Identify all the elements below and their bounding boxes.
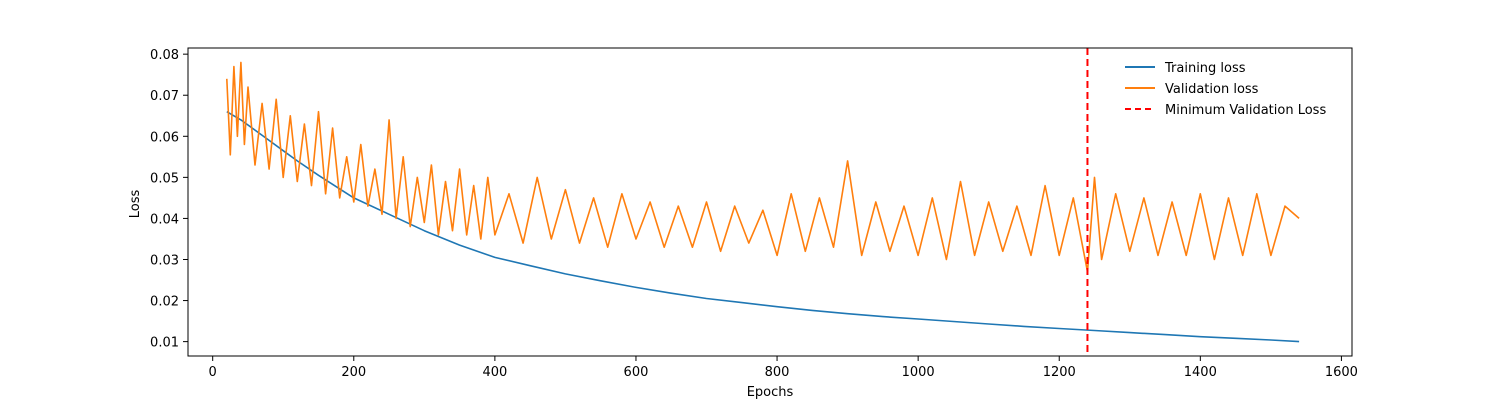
x-tick-label: 1400 bbox=[1184, 365, 1217, 380]
plot-area-frame bbox=[187, 47, 1353, 357]
y-axis: 0.01 0.02 0.03 0.04 0.05 0.06 0.07 0.08 bbox=[150, 48, 188, 351]
y-tick-label: 0.01 bbox=[150, 336, 179, 351]
training-loss-line bbox=[226, 111, 1300, 343]
x-axis: 0 200 400 600 800 1000 1200 1400 1600 bbox=[209, 356, 1358, 380]
x-tick-label: 400 bbox=[482, 365, 507, 380]
legend: Training loss Validation loss Minimum Vali… bbox=[1125, 61, 1326, 118]
y-tick-label: 0.02 bbox=[150, 295, 179, 310]
x-tick-label: 1200 bbox=[1043, 365, 1076, 380]
y-tick-label: 0.05 bbox=[150, 171, 179, 186]
y-tick-label: 0.07 bbox=[150, 89, 179, 104]
x-tick-label: 600 bbox=[624, 365, 649, 380]
x-tick-label: 800 bbox=[765, 365, 790, 380]
y-tick-label: 0.03 bbox=[150, 253, 179, 268]
y-axis-label: Loss bbox=[128, 190, 143, 219]
y-tick-label: 0.06 bbox=[150, 130, 179, 145]
y-tick-label: 0.08 bbox=[150, 48, 179, 63]
legend-label-minimum-validation-loss: Minimum Validation Loss bbox=[1165, 103, 1326, 118]
x-tick-label: 1600 bbox=[1325, 365, 1358, 380]
x-tick-label: 0 bbox=[209, 365, 217, 380]
legend-label-validation-loss: Validation loss bbox=[1165, 82, 1259, 97]
x-tick-label: 200 bbox=[341, 365, 366, 380]
x-axis-label: Epochs bbox=[747, 385, 794, 400]
legend-label-training-loss: Training loss bbox=[1164, 61, 1246, 76]
plot-lines bbox=[226, 48, 1300, 356]
x-tick-label: 1000 bbox=[902, 365, 935, 380]
y-tick-label: 0.04 bbox=[150, 212, 179, 227]
validation-loss-line bbox=[226, 61, 1300, 273]
